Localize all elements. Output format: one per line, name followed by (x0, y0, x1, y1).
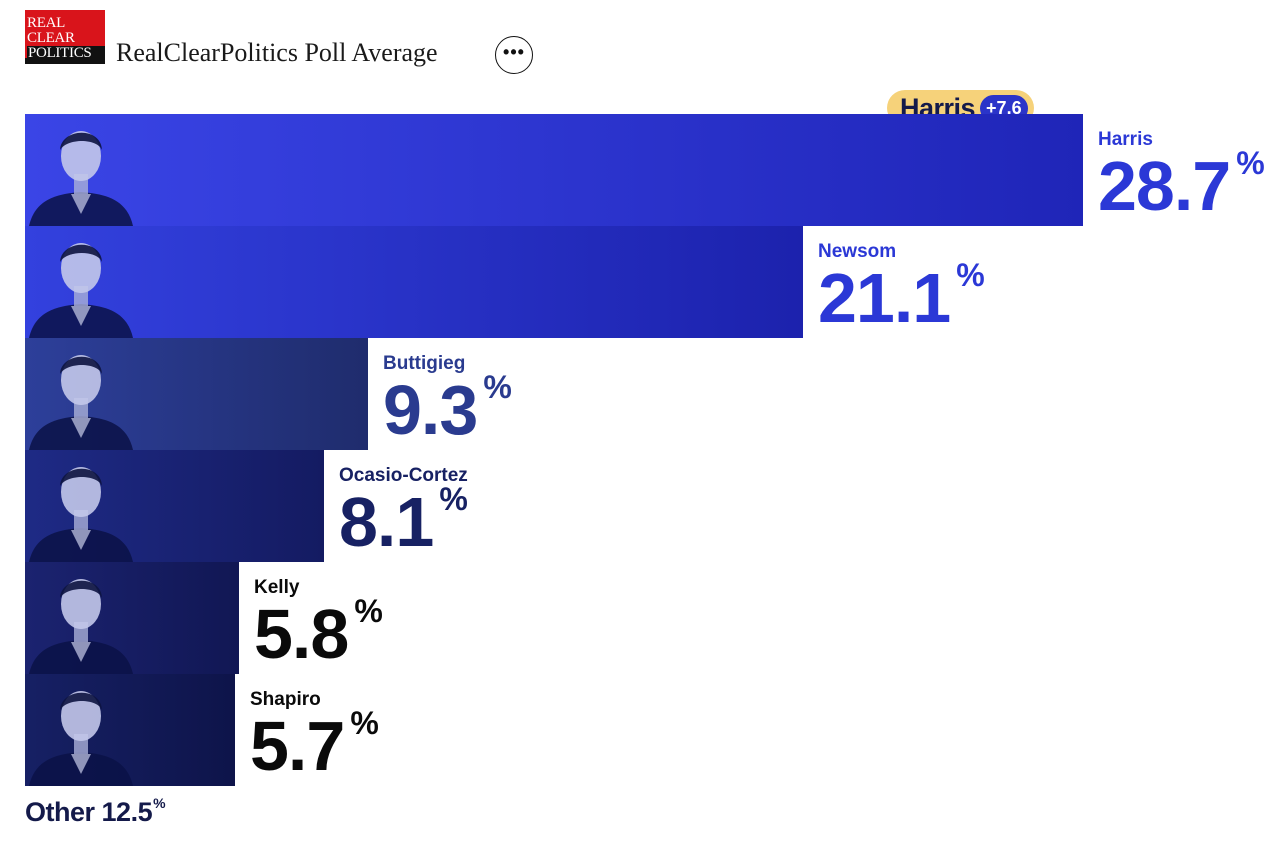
logo-line-1: REAL (27, 15, 65, 31)
percent-sign: % (350, 705, 379, 741)
bar-buttigieg[interactable] (25, 338, 368, 450)
other-percent-sign: % (153, 795, 166, 811)
logo-line-3: POLITICS (27, 46, 105, 61)
percent-value: 5.7 (250, 707, 345, 785)
percent-value: 9.3 (383, 371, 478, 449)
percent-value: 21.1 (818, 259, 951, 337)
candidate-name: Newsom (818, 241, 897, 262)
bar-newsom[interactable] (25, 226, 803, 338)
candidate-row: Buttigieg 9.3% (25, 338, 1280, 450)
candidate-row: Shapiro 5.7% (25, 674, 1280, 786)
candidate-photo (25, 338, 137, 450)
bar-label: Kelly 5.8% (254, 577, 383, 669)
percent-value: 8.1 (339, 483, 434, 561)
candidate-name: Shapiro (250, 689, 321, 710)
candidate-name: Kelly (254, 577, 300, 598)
candidate-photo (25, 562, 137, 674)
candidate-percent: 21.1% (818, 257, 985, 333)
candidate-percent: 9.3% (383, 369, 512, 445)
chart-title: RealClearPolitics Poll Average (116, 38, 438, 67)
candidate-row: Ocasio-Cortez 8.1% (25, 450, 1280, 562)
candidate-percent: 8.1% (339, 481, 468, 557)
bar-kelly[interactable] (25, 562, 239, 674)
percent-value: 5.8 (254, 595, 349, 673)
bar-ocasio-cortez[interactable] (25, 450, 324, 562)
chart-header: REAL CLEAR POLITICS RealClearPolitics Po… (25, 10, 625, 100)
more-options-button[interactable]: ••• (495, 36, 533, 74)
candidate-row: Kelly 5.8% (25, 562, 1280, 674)
bar-label: Buttigieg 9.3% (383, 353, 512, 445)
candidate-name: Ocasio-Cortez (339, 465, 468, 486)
percent-sign: % (483, 369, 512, 405)
candidate-percent: 28.7% (1098, 145, 1265, 221)
ellipsis-icon: ••• (503, 41, 525, 62)
bar-label: Newsom 21.1% (818, 241, 985, 333)
candidate-photo (25, 674, 137, 786)
percent-sign: % (956, 257, 985, 293)
candidate-row: Newsom 21.1% (25, 226, 1280, 338)
other-candidates-label: Other 12.5% (25, 795, 166, 828)
bar-label: Harris 28.7% (1098, 129, 1265, 221)
candidate-name: Harris (1098, 129, 1153, 150)
candidate-percent: 5.7% (250, 705, 379, 781)
bar-label: Ocasio-Cortez 8.1% (339, 465, 468, 557)
percent-value: 28.7 (1098, 147, 1231, 225)
bar-harris[interactable] (25, 114, 1083, 226)
bar-shapiro[interactable] (25, 674, 235, 786)
bar-label: Shapiro 5.7% (250, 689, 379, 781)
candidate-row: Harris 28.7% (25, 114, 1280, 226)
candidate-photo (25, 226, 137, 338)
other-text: Other 12.5 (25, 797, 153, 827)
poll-bar-chart: Harris 28.7% Newsom 21.1% Buttigieg 9.3% Ocasi… (25, 114, 1280, 786)
candidate-percent: 5.8% (254, 593, 383, 669)
percent-sign: % (439, 481, 468, 517)
logo-line-2: CLEAR (27, 30, 75, 46)
percent-sign: % (1236, 145, 1265, 181)
candidate-photo (25, 450, 137, 562)
percent-sign: % (354, 593, 383, 629)
rcp-logo[interactable]: REAL CLEAR POLITICS (25, 10, 105, 64)
candidate-photo (25, 114, 137, 226)
candidate-name: Buttigieg (383, 353, 466, 374)
